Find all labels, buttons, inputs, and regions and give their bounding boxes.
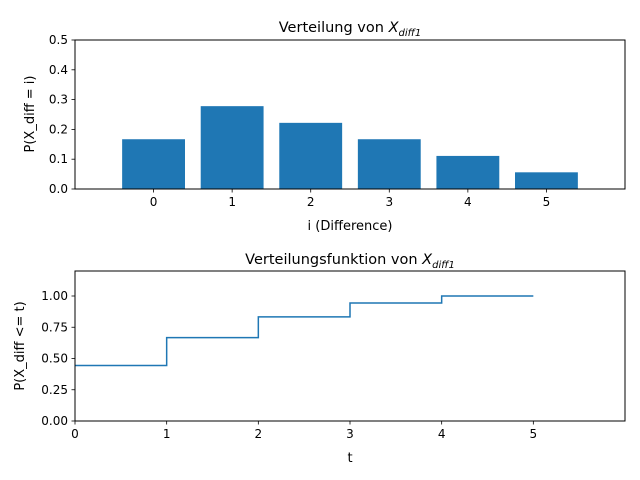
title-math-subscript: diff1 [432, 260, 455, 271]
y-tick-label: 0.5 [49, 33, 68, 47]
x-tick-label: 0 [150, 195, 158, 209]
y-tick-label: 0.2 [49, 122, 68, 136]
y-axis-label: P(X_diff <= t) [13, 301, 28, 390]
bar [357, 139, 421, 189]
chart-title: Verteilung von Xdiff1 [279, 20, 421, 39]
y-tick-label: 0.50 [41, 352, 68, 366]
cdf-step-chart: Verteilungsfunktion von Xdiff1 0 1 2 3 4 5 0.… [13, 252, 626, 466]
x-tick-label: 1 [163, 427, 171, 441]
x-tick-label: 3 [385, 195, 393, 209]
title-math-symbol: X [388, 20, 400, 36]
x-tick-label: 1 [228, 195, 236, 209]
plot-frame [74, 270, 626, 422]
y-tick-label: 0.00 [41, 414, 68, 428]
x-tick-label: 2 [307, 195, 315, 209]
bar [279, 122, 343, 189]
bar [436, 155, 500, 189]
bar [515, 172, 578, 189]
x-tick-label: 4 [438, 427, 446, 441]
y-tick-label: 0.0 [49, 182, 68, 196]
y-tick-label: 0.1 [49, 152, 68, 166]
y-tick-label: 0.4 [49, 63, 68, 77]
plot-frame [74, 39, 626, 190]
title-text: Verteilung von [279, 20, 389, 36]
y-tick-label: 0.3 [49, 93, 68, 107]
y-tick-label: 0.75 [41, 320, 68, 334]
x-tick-label: 3 [346, 427, 354, 441]
title-text: Verteilungsfunktion von [245, 252, 422, 268]
x-tick-group: 0 1 2 3 4 5 [71, 421, 537, 441]
y-tick-label: 0.25 [41, 383, 68, 397]
chart-title: Verteilungsfunktion von Xdiff1 [245, 252, 455, 271]
y-tick-group: 0.0 0.1 0.2 0.3 0.4 0.5 [49, 33, 75, 196]
bar [200, 106, 264, 189]
x-tick-label: 5 [543, 195, 551, 209]
x-tick-group: 0 1 2 3 4 5 [150, 189, 550, 209]
y-tick-label: 1.00 [41, 289, 68, 303]
x-tick-label: 2 [255, 427, 263, 441]
x-tick-label: 5 [530, 427, 538, 441]
bar [122, 139, 185, 189]
cdf-step-line [75, 295, 534, 367]
title-math-symbol: X [421, 252, 433, 268]
x-tick-label: 4 [464, 195, 472, 209]
y-axis-label: P(X_diff = i) [23, 76, 38, 153]
x-axis-label: i (Difference) [308, 219, 393, 234]
x-tick-label: 0 [71, 427, 79, 441]
y-tick-group: 0.00 0.25 0.50 0.75 1.00 [41, 289, 75, 428]
title-math-subscript: diff1 [399, 28, 422, 39]
x-axis-label: t [347, 451, 352, 466]
bar-group [122, 106, 578, 189]
